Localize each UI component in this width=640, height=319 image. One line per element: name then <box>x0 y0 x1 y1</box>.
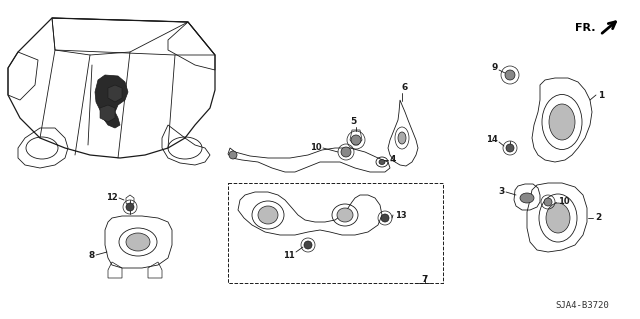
Text: 2: 2 <box>595 213 601 222</box>
Text: 4: 4 <box>390 155 396 165</box>
Text: 9: 9 <box>492 63 498 72</box>
Ellipse shape <box>520 193 534 203</box>
Text: FR.: FR. <box>575 23 595 33</box>
Bar <box>228 183 443 283</box>
Polygon shape <box>100 105 115 122</box>
Polygon shape <box>95 75 128 128</box>
Text: 8: 8 <box>89 250 95 259</box>
Ellipse shape <box>337 208 353 222</box>
Ellipse shape <box>546 203 570 233</box>
Ellipse shape <box>379 160 385 165</box>
Circle shape <box>505 70 515 80</box>
Circle shape <box>304 241 312 249</box>
Text: 7: 7 <box>422 276 428 285</box>
Polygon shape <box>108 85 122 102</box>
Circle shape <box>351 135 361 145</box>
Ellipse shape <box>258 206 278 224</box>
Text: 14: 14 <box>486 136 498 145</box>
Text: 5: 5 <box>350 117 356 127</box>
Text: 6: 6 <box>402 84 408 93</box>
Circle shape <box>126 203 134 211</box>
Ellipse shape <box>549 104 575 140</box>
Ellipse shape <box>229 151 237 159</box>
Text: 13: 13 <box>395 211 406 219</box>
Circle shape <box>506 144 514 152</box>
Text: 3: 3 <box>499 188 505 197</box>
Text: 1: 1 <box>598 91 604 100</box>
Circle shape <box>544 198 552 206</box>
Ellipse shape <box>398 132 406 144</box>
Circle shape <box>341 147 351 157</box>
Ellipse shape <box>126 233 150 251</box>
Text: 10: 10 <box>310 144 322 152</box>
Circle shape <box>381 214 389 222</box>
Text: SJA4-B3720: SJA4-B3720 <box>555 300 609 309</box>
Text: 10: 10 <box>558 197 570 206</box>
Text: 12: 12 <box>106 194 118 203</box>
Text: 11: 11 <box>284 250 295 259</box>
